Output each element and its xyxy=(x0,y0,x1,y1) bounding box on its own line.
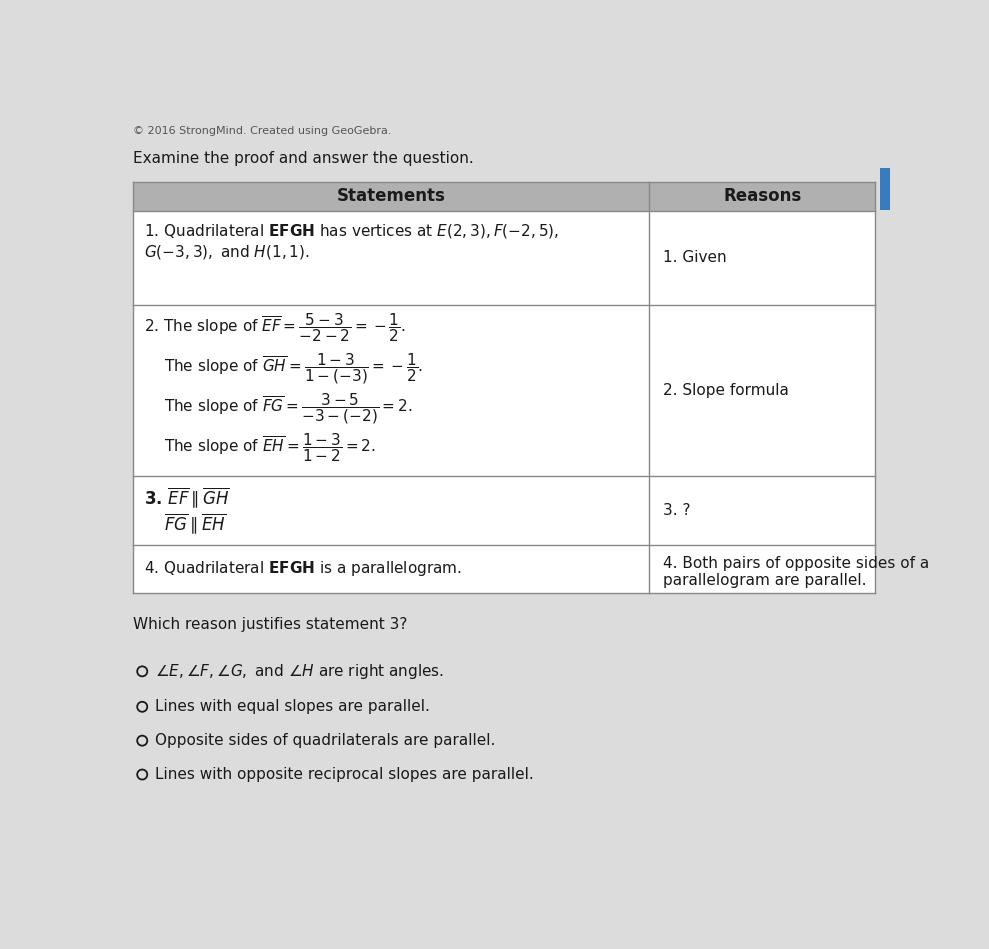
Text: Examine the proof and answer the question.: Examine the proof and answer the questio… xyxy=(133,151,474,166)
Text: The slope of $\overline{FG} = \dfrac{3-5}{-3-(-2)} = 2.$: The slope of $\overline{FG} = \dfrac{3-5… xyxy=(164,391,412,426)
Text: Which reason justifies statement 3?: Which reason justifies statement 3? xyxy=(133,618,407,632)
Text: 2. The slope of $\overline{EF} = \dfrac{5-3}{-2-2} = -\dfrac{1}{2}.$: 2. The slope of $\overline{EF} = \dfrac{… xyxy=(143,311,405,344)
Text: parallelogram are parallel.: parallelogram are parallel. xyxy=(663,573,866,587)
Text: © 2016 StrongMind. Created using GeoGebra.: © 2016 StrongMind. Created using GeoGebr… xyxy=(133,126,392,137)
Text: 2. Slope formula: 2. Slope formula xyxy=(663,382,789,398)
Text: 4. Both pairs of opposite sides of a: 4. Both pairs of opposite sides of a xyxy=(663,556,930,571)
Text: Opposite sides of quadrilaterals are parallel.: Opposite sides of quadrilaterals are par… xyxy=(154,734,495,748)
Text: Lines with equal slopes are parallel.: Lines with equal slopes are parallel. xyxy=(154,699,429,715)
Text: Reasons: Reasons xyxy=(723,187,801,205)
Text: 3. ?: 3. ? xyxy=(663,503,690,518)
Text: The slope of $\overline{EH} = \dfrac{1-3}{1-2} = 2.$: The slope of $\overline{EH} = \dfrac{1-3… xyxy=(164,431,376,464)
Text: 4. Quadrilateral $\mathbf{EFGH}$ is a parallelogram.: 4. Quadrilateral $\mathbf{EFGH}$ is a pa… xyxy=(143,560,462,579)
FancyBboxPatch shape xyxy=(133,181,875,593)
Text: Lines with opposite reciprocal slopes are parallel.: Lines with opposite reciprocal slopes ar… xyxy=(154,767,533,782)
Text: Statements: Statements xyxy=(336,187,445,205)
Text: $G(-3,3),$ and $H(1,1).$: $G(-3,3),$ and $H(1,1).$ xyxy=(143,243,310,261)
Text: $\angle E, \angle F, \angle G,$ and $\angle H$ are right angles.: $\angle E, \angle F, \angle G,$ and $\an… xyxy=(154,661,444,680)
Text: $\overline{FG} \parallel \overline{EH}$: $\overline{FG} \parallel \overline{EH}$ xyxy=(164,512,226,536)
Text: 3. $\overline{EF} \parallel \overline{GH}$: 3. $\overline{EF} \parallel \overline{GH… xyxy=(143,485,229,510)
FancyBboxPatch shape xyxy=(880,168,890,210)
Text: 1. Given: 1. Given xyxy=(663,251,727,266)
Text: 1. Quadrilateral $\mathbf{EFGH}$ has vertices at $E(2,3), F(-2,5),$: 1. Quadrilateral $\mathbf{EFGH}$ has ver… xyxy=(143,222,559,240)
FancyBboxPatch shape xyxy=(133,181,875,211)
Text: The slope of $\overline{GH} = \dfrac{1-3}{1-(-3)} = -\dfrac{1}{2}.$: The slope of $\overline{GH} = \dfrac{1-3… xyxy=(164,351,423,386)
